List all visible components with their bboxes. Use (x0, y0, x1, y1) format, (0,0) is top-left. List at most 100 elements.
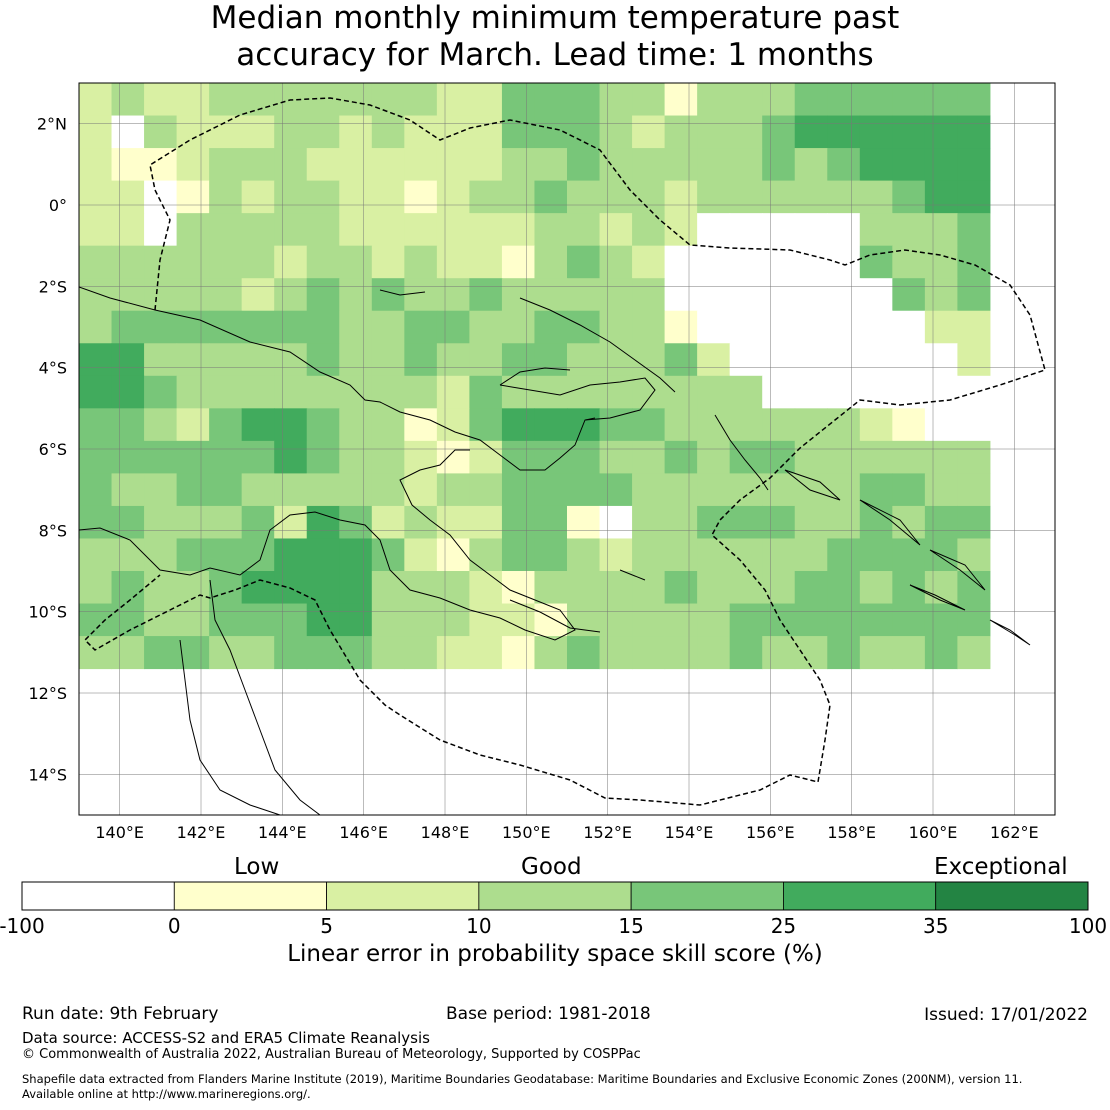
grid-cell (567, 505, 601, 539)
new-guinea-south-coast (79, 449, 576, 641)
grid-cell (404, 213, 438, 247)
lat-tick-label: 2°N (37, 115, 67, 134)
grid-cell (567, 278, 601, 312)
colorbar-bin (21, 881, 175, 911)
grid-cell (241, 180, 275, 214)
grid-cell (892, 148, 926, 182)
grid-cell (599, 148, 633, 182)
grid-cell (827, 473, 861, 507)
grid-cell (501, 473, 535, 507)
grid-cell (209, 505, 243, 539)
grid-cell (339, 245, 373, 279)
grid-cell (79, 505, 113, 539)
grid-cell (176, 636, 210, 670)
grid-cell (859, 473, 893, 507)
map-frame (78, 82, 1056, 816)
grid-cell (892, 571, 926, 605)
grid-cell (469, 148, 503, 182)
grid-cell (697, 278, 731, 312)
grid-cell (79, 83, 113, 117)
lon-tick-label: 162°E (990, 823, 1039, 842)
grid-cell (404, 440, 438, 474)
grid-cell (859, 538, 893, 572)
grid-cell (111, 571, 145, 605)
colorbar-bin (478, 881, 632, 911)
grid-cell (209, 408, 243, 442)
grid-cell (567, 571, 601, 605)
grid-cell (111, 538, 145, 572)
louisiade-islands (509, 569, 646, 633)
grid-cell (176, 180, 210, 214)
lat-tick-label: 14°S (28, 765, 67, 784)
grid-cell (469, 343, 503, 377)
grid-cell (79, 180, 113, 214)
grid-cell (924, 115, 958, 149)
grid-cell (306, 83, 340, 117)
grid-cell (762, 603, 796, 637)
grid-cell (729, 180, 763, 214)
grid-cell (729, 505, 763, 539)
grid-cell (697, 148, 731, 182)
grid-cell (599, 636, 633, 670)
grid-cell (436, 408, 470, 442)
grid-cell (729, 636, 763, 670)
grid-cell (729, 115, 763, 149)
grid-cell (339, 538, 373, 572)
grid-cell (664, 278, 698, 312)
grid-cell (794, 375, 828, 409)
grid-cell (892, 636, 926, 670)
grid-cell (924, 440, 958, 474)
colorbar-bin (630, 881, 784, 911)
grid-cell (924, 343, 958, 377)
grid-cell (306, 213, 340, 247)
grid-cell (567, 83, 601, 117)
grid-cell (794, 343, 828, 377)
grid-cell (957, 343, 991, 377)
grid-cell (501, 245, 535, 279)
grid-cell (599, 83, 633, 117)
run-date: Run date: 9th February (22, 1004, 219, 1024)
grid-cell (567, 148, 601, 182)
grid-cell (632, 278, 666, 312)
grid-cell (469, 278, 503, 312)
grid-cell (469, 245, 503, 279)
grid-cell (111, 83, 145, 117)
grid-cell (274, 538, 308, 572)
grid-cell (697, 213, 731, 247)
grid-cell (209, 115, 243, 149)
grid-cell (892, 278, 926, 312)
grid-cell (762, 148, 796, 182)
grid-cell (567, 213, 601, 247)
grid-cell (892, 505, 926, 539)
grid-cell (469, 213, 503, 247)
grid-cell (436, 310, 470, 344)
grid-cell (469, 473, 503, 507)
colorbar-bin (935, 881, 1089, 911)
grid-cell (241, 603, 275, 637)
lon-tick-label: 152°E (583, 823, 632, 842)
grid-cell (859, 278, 893, 312)
grid-cell (404, 538, 438, 572)
grid-cell (371, 180, 405, 214)
grid-cell (794, 571, 828, 605)
grid-cell (794, 440, 828, 474)
base-period: Base period: 1981-2018 (446, 1004, 651, 1024)
grid-cell (79, 571, 113, 605)
grid-cell (729, 278, 763, 312)
grid-cell (144, 473, 178, 507)
grid-cell (827, 538, 861, 572)
grid-cell (111, 310, 145, 344)
grid-cell (632, 473, 666, 507)
grid-cell (729, 603, 763, 637)
grid-cell (957, 473, 991, 507)
grid-cell (794, 245, 828, 279)
grid-cell (762, 538, 796, 572)
grid-cell (762, 375, 796, 409)
grid-cell (892, 473, 926, 507)
grid-cell (599, 213, 633, 247)
grid-cell (924, 180, 958, 214)
grid-cell (436, 636, 470, 670)
grid-cell (241, 115, 275, 149)
grid-cell (404, 310, 438, 344)
colorbar-tick-label: 5 (320, 914, 333, 938)
